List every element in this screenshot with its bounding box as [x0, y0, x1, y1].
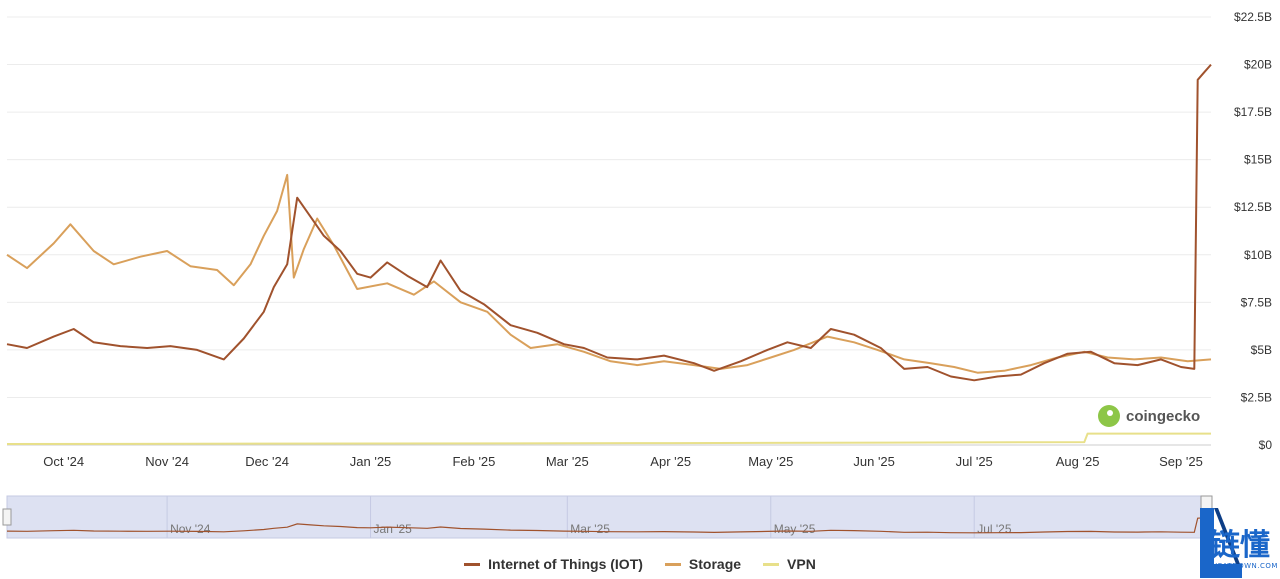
navigator-series-line: [6, 516, 1212, 534]
y-tick-label: $2.5B: [1241, 390, 1272, 404]
y-tick-label: $15B: [1244, 153, 1272, 167]
x-tick-label: Jan '25: [350, 454, 392, 469]
x-tick-label: Jun '25: [853, 454, 895, 469]
y-tick-label: $7.5B: [1241, 295, 1272, 309]
navigator-tick-label: Mar '25: [570, 522, 610, 536]
x-tick-label: Sep '25: [1159, 454, 1203, 469]
navigator-tick-label: Jan '25: [374, 522, 413, 536]
brand-chinese-text: 链懂: [1210, 528, 1270, 563]
legend-label-iot: Internet of Things (IOT): [488, 556, 643, 572]
x-tick-label: Feb '25: [452, 454, 495, 469]
navigator-left-handle[interactable]: [2, 508, 12, 526]
neatdown-brand-logo: 链懂 NEATDOWN.COM: [1160, 508, 1280, 578]
legend-item-vpn[interactable]: VPN: [763, 556, 816, 572]
legend-item-storage[interactable]: Storage: [664, 556, 742, 572]
y-tick-label: $0: [1259, 438, 1273, 452]
y-tick-label: $12.5B: [1234, 200, 1272, 214]
series-lines: [6, 63, 1212, 445]
navigator-tick-label: Nov '24: [170, 522, 211, 536]
legend-swatch-iot: [464, 562, 481, 566]
legend-label-storage: Storage: [688, 556, 742, 572]
series-line-vpn: [6, 432, 1211, 445]
range-navigator[interactable]: Nov '24 Jan '25 Mar '25 May '25 Jul '25: [0, 492, 1215, 542]
y-tick-label: $20B: [1244, 58, 1272, 72]
series-line-storage: [6, 173, 1212, 374]
coingecko-watermark: coingecko: [1098, 405, 1200, 427]
gecko-icon: [1098, 405, 1120, 427]
y-tick-label: $22.5B: [1234, 10, 1272, 24]
navigator-ticks: Nov '24 Jan '25 Mar '25 May '25 Jul '25: [170, 522, 1012, 536]
navigator-tick-label: May '25: [774, 522, 816, 536]
legend-label-vpn: VPN: [787, 556, 816, 572]
legend: Internet of Things (IOT) Storage VPN: [0, 553, 1280, 575]
x-tick-label: Oct '24: [43, 454, 84, 469]
y-tick-label: $17.5B: [1234, 105, 1272, 119]
x-tick-label: Mar '25: [546, 454, 589, 469]
brand-sub-text: NEATDOWN.COM: [1212, 562, 1278, 570]
x-tick-label: Aug '25: [1056, 454, 1100, 469]
x-tick-label: Nov '24: [145, 454, 189, 469]
y-tick-label: $10B: [1244, 248, 1272, 262]
legend-item-iot[interactable]: Internet of Things (IOT): [464, 556, 643, 572]
x-axis-ticks: Oct '24 Nov '24 Dec '24 Jan '25 Feb '25 Mar '…: [43, 454, 1203, 469]
x-tick-label: Apr '25: [650, 454, 691, 469]
x-tick-label: Dec '24: [245, 454, 289, 469]
y-tick-label: $5B: [1251, 343, 1272, 357]
legend-swatch-vpn: [763, 562, 780, 566]
market-cap-chart: $22.5B $20B $17.5B $15B $12.5B $10B $7.5B $5B $2…: [6, 10, 1272, 469]
x-tick-label: Jul '25: [956, 454, 993, 469]
legend-swatch-storage: [664, 562, 681, 566]
series-line-internet: [6, 63, 1212, 382]
navigator-tick-label: Jul '25: [977, 522, 1012, 536]
navigator-series: [6, 516, 1212, 534]
x-tick-label: May '25: [748, 454, 793, 469]
y-axis-ticks: $22.5B $20B $17.5B $15B $12.5B $10B $7.5B $5B $2…: [1234, 10, 1272, 452]
brand-l-icon: [1200, 508, 1242, 578]
grid-lines: [7, 16, 1211, 446]
watermark-text: coingecko: [1126, 407, 1201, 425]
